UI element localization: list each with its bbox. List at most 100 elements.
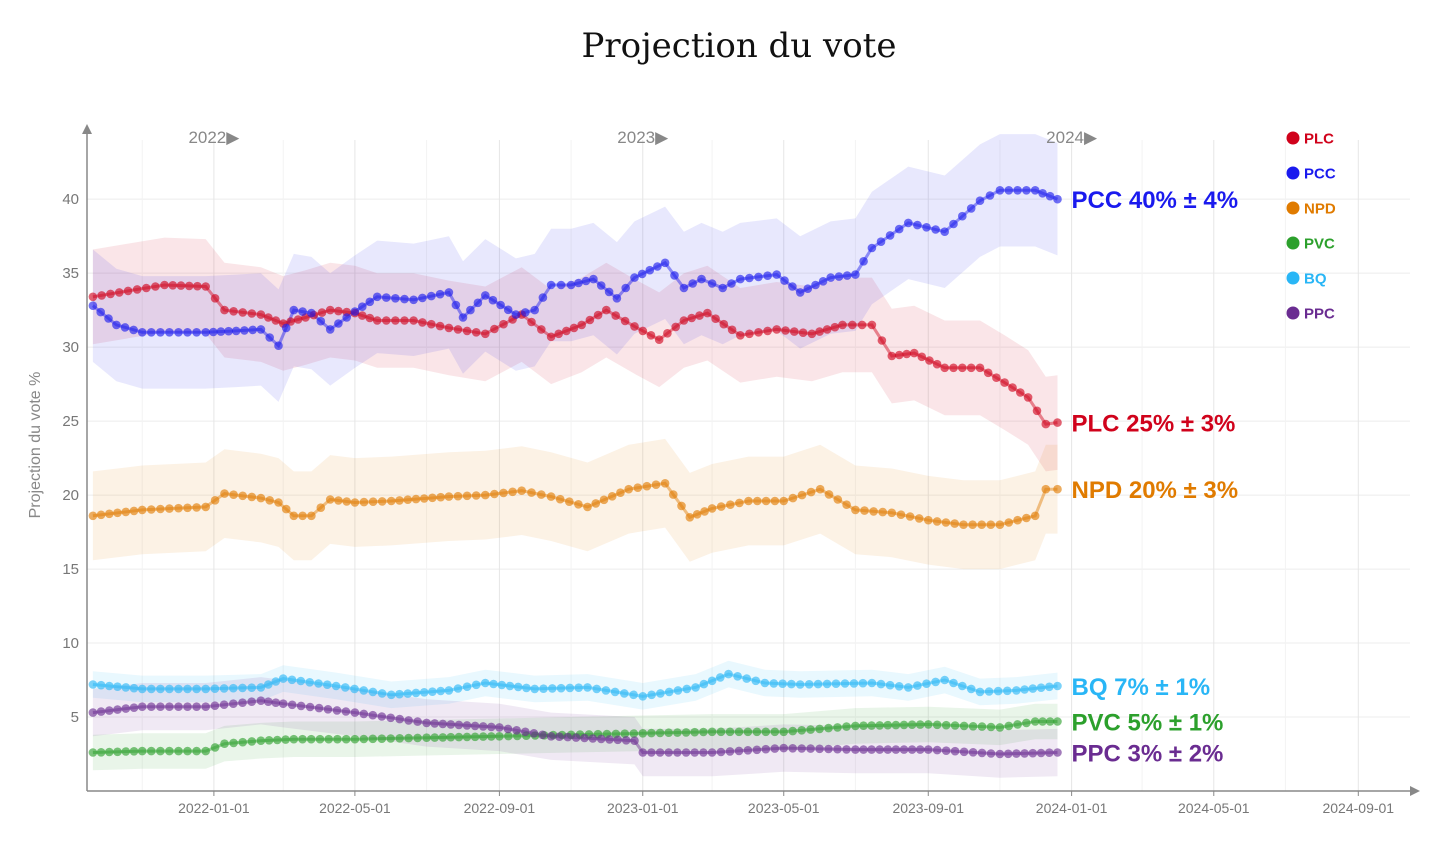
- point-ppc: [907, 745, 917, 754]
- point-pcc: [307, 308, 316, 318]
- point-bq: [210, 684, 220, 693]
- legend-marker-bq[interactable]: [1286, 271, 1300, 285]
- legend-marker-pcc[interactable]: [1286, 166, 1300, 180]
- x-tick-label: 2024-01-01: [1036, 800, 1108, 816]
- point-npd: [210, 496, 220, 505]
- point-plc: [679, 316, 689, 325]
- point-pcc: [503, 305, 513, 315]
- point-bq: [264, 680, 273, 689]
- point-pvc: [289, 734, 299, 744]
- point-pvc: [779, 727, 788, 737]
- point-plc: [602, 305, 611, 315]
- point-pcc: [216, 327, 226, 336]
- point-pcc: [904, 218, 913, 228]
- point-bq: [849, 679, 859, 688]
- chart-title: Projection du vote: [582, 26, 897, 66]
- point-npd: [707, 504, 717, 513]
- point-pvc: [298, 734, 307, 744]
- point-pcc: [867, 243, 877, 253]
- point-pvc: [664, 728, 673, 737]
- point-bq: [638, 692, 648, 701]
- point-npd: [411, 494, 421, 504]
- point-npd: [137, 505, 147, 515]
- point-plc: [763, 326, 772, 336]
- point-npd: [88, 511, 98, 521]
- point-pcc: [88, 301, 98, 311]
- point-npd: [113, 508, 122, 518]
- y-tick-label: 5: [71, 709, 79, 726]
- point-pcc: [530, 305, 539, 315]
- point-npd: [453, 491, 463, 501]
- point-pcc: [281, 323, 291, 333]
- legend-marker-npd[interactable]: [1286, 201, 1300, 215]
- x-tick-label: 2022-09-01: [464, 800, 536, 816]
- point-bq: [256, 683, 266, 692]
- point-pcc: [473, 298, 483, 308]
- tick-labels: 5 10 15 20 25 30 35 40 2022-01-01 2022-05-01 2022-…: [62, 128, 1394, 816]
- point-ppc: [341, 707, 351, 716]
- point-ppc: [596, 734, 606, 744]
- point-ppc: [113, 705, 122, 714]
- point-npd: [616, 488, 625, 498]
- point-pcc: [1013, 186, 1022, 195]
- point-pvc: [824, 723, 833, 733]
- point-bq: [931, 677, 940, 687]
- point-pcc: [382, 293, 391, 302]
- point-npd: [633, 483, 643, 493]
- point-plc: [97, 291, 106, 300]
- legend-label-pvc[interactable]: PVC: [1304, 236, 1335, 253]
- point-bq: [350, 684, 359, 694]
- point-bq: [229, 683, 238, 693]
- point-ppc: [915, 745, 925, 754]
- point-pcc: [795, 288, 805, 297]
- point-plc: [1023, 393, 1033, 402]
- point-bq: [664, 687, 674, 697]
- point-plc: [325, 305, 335, 315]
- point-ppc: [210, 701, 220, 710]
- point-pcc: [248, 325, 257, 335]
- point-pvc: [752, 727, 762, 737]
- point-plc: [975, 363, 985, 373]
- point-plc: [654, 335, 664, 345]
- point-plc: [909, 348, 919, 358]
- legend-label-pcc[interactable]: PCC: [1304, 166, 1336, 183]
- point-npd: [350, 498, 360, 507]
- point-plc: [569, 323, 579, 333]
- point-ppc: [503, 724, 513, 734]
- point-ppc: [183, 702, 192, 711]
- point-pvc: [1038, 717, 1047, 726]
- legend-label-bq[interactable]: BQ: [1304, 271, 1327, 288]
- point-bq: [574, 683, 583, 692]
- point-pvc: [833, 723, 842, 732]
- legend-marker-ppc[interactable]: [1286, 306, 1300, 320]
- point-pcc: [256, 325, 266, 334]
- point-bq: [769, 679, 779, 688]
- point-plc: [687, 313, 696, 323]
- point-plc: [711, 314, 720, 324]
- point-npd: [842, 500, 851, 510]
- point-plc: [210, 294, 220, 303]
- legend[interactable]: PLC PCC NPD PVC BQ PPC: [1286, 131, 1336, 323]
- legend-label-plc[interactable]: PLC: [1304, 131, 1334, 148]
- point-npd: [1030, 511, 1040, 521]
- point-bq: [1036, 683, 1046, 692]
- point-pvc: [129, 747, 139, 756]
- point-pcc: [427, 291, 436, 301]
- point-npd: [624, 484, 633, 494]
- point-plc: [527, 317, 536, 327]
- point-npd: [508, 487, 517, 497]
- legend-label-ppc[interactable]: PPC: [1304, 306, 1335, 323]
- point-ppc: [716, 747, 726, 757]
- legend-marker-pvc[interactable]: [1286, 236, 1300, 250]
- point-ppc: [681, 748, 691, 757]
- point-npd: [419, 494, 429, 503]
- point-pcc: [209, 327, 218, 337]
- point-pcc: [1053, 194, 1062, 204]
- point-bq: [219, 684, 229, 693]
- point-bq: [993, 686, 1003, 696]
- point-bq: [183, 684, 192, 694]
- point-ppc: [797, 744, 806, 753]
- legend-label-npd[interactable]: NPD: [1304, 201, 1336, 218]
- legend-marker-plc[interactable]: [1286, 131, 1300, 145]
- point-ppc: [446, 720, 456, 729]
